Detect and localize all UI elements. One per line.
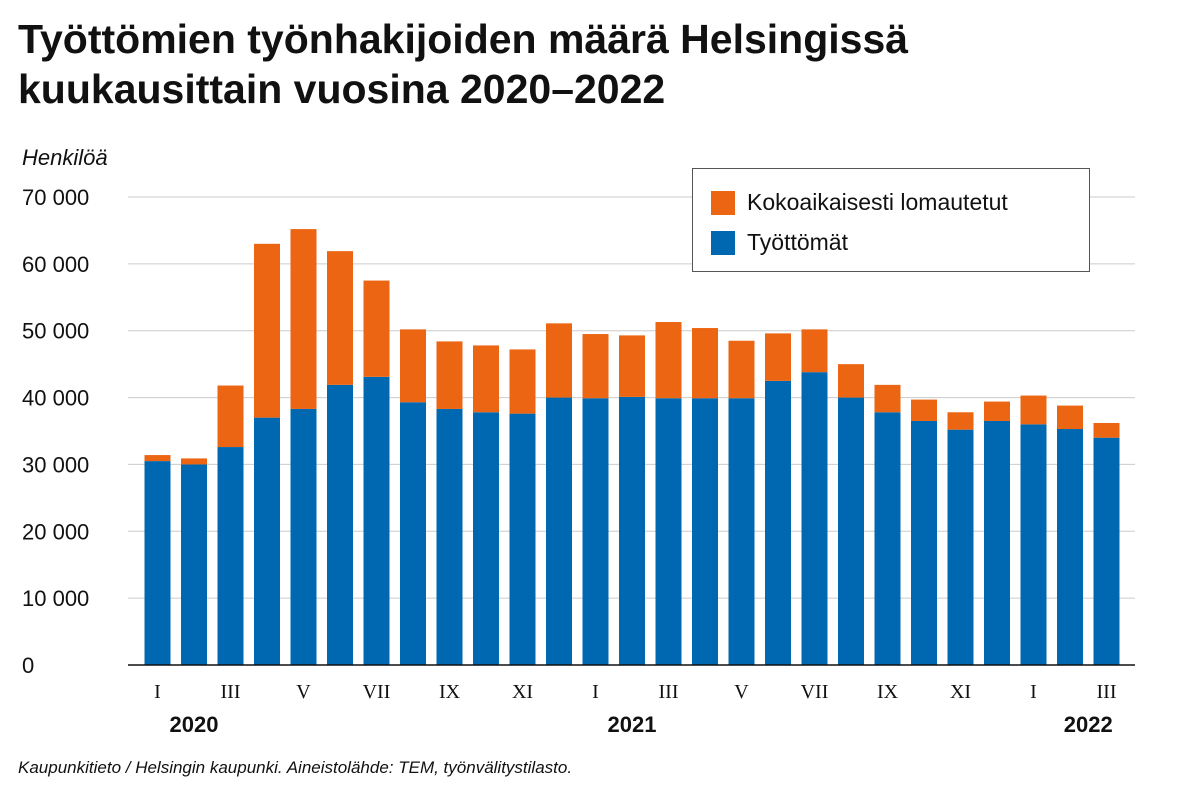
chart-title-line2: kuukausittain vuosina 2020–2022 xyxy=(18,66,666,112)
bar-segment-unemployed xyxy=(655,398,682,665)
bar-segment-unemployed xyxy=(619,396,645,665)
y-tick-label: 20 000 xyxy=(22,519,89,544)
x-tick-label: V xyxy=(734,681,749,703)
bar-segment-unemployed xyxy=(473,412,499,665)
bar-segment-laid-off xyxy=(765,333,791,381)
legend: Kokoaikaisesti lomautetut Työttömät xyxy=(692,168,1090,272)
x-tick-label: III xyxy=(659,681,679,703)
bar-segment-unemployed xyxy=(582,398,609,665)
bar-segment-laid-off xyxy=(181,458,207,465)
legend-swatch-laid-off xyxy=(711,190,735,215)
x-tick-label: I xyxy=(1030,681,1037,703)
y-axis-label: Henkilöä xyxy=(22,145,108,170)
bar-segment-unemployed xyxy=(254,417,280,665)
bar-segment-unemployed xyxy=(1093,437,1120,665)
bar-segment-laid-off xyxy=(400,329,426,403)
bar-segment-unemployed xyxy=(984,420,1010,665)
bar-segment-unemployed xyxy=(546,397,572,665)
bar-segment-unemployed xyxy=(838,397,864,665)
bar-segment-laid-off xyxy=(619,335,645,397)
bar-segment-unemployed xyxy=(144,461,171,665)
x-tick-label: I xyxy=(154,681,161,703)
bar-segment-laid-off xyxy=(546,323,572,398)
x-tick-label: III xyxy=(1097,681,1117,703)
y-tick-label: 70 000 xyxy=(22,185,89,210)
bar-segment-unemployed xyxy=(801,372,828,665)
x-tick-label: I xyxy=(592,681,599,703)
bar-segment-unemployed xyxy=(1020,424,1047,665)
bar-segment-laid-off xyxy=(692,328,718,399)
y-tick-label: 10 000 xyxy=(22,586,89,611)
bar-segment-unemployed xyxy=(765,380,791,665)
bar-segment-laid-off xyxy=(1093,422,1120,438)
x-tick-label: III xyxy=(221,681,241,703)
bar-segment-laid-off xyxy=(911,399,937,421)
x-year-label: 2021 xyxy=(608,712,657,737)
bar-segment-unemployed xyxy=(911,420,937,665)
legend-swatch-unemployed xyxy=(711,230,735,255)
bar-segment-laid-off xyxy=(436,341,463,409)
bar-segment-unemployed xyxy=(217,447,244,665)
bar-segment-laid-off xyxy=(947,412,974,430)
legend-item-unemployed: Työttömät xyxy=(711,229,848,256)
y-tick-label: 60 000 xyxy=(22,252,89,277)
bar-segment-laid-off xyxy=(144,455,171,462)
y-tick-label: 40 000 xyxy=(22,386,89,411)
bar-segment-laid-off xyxy=(655,322,682,399)
bar-segment-unemployed xyxy=(947,429,974,665)
bar-segment-laid-off xyxy=(217,385,244,448)
bar-segment-laid-off xyxy=(728,340,755,399)
x-year-label: 2022 xyxy=(1064,712,1113,737)
y-tick-label: 50 000 xyxy=(22,319,89,344)
x-tick-label: V xyxy=(296,681,311,703)
bar-segment-unemployed xyxy=(327,384,353,665)
bar-segment-laid-off xyxy=(290,229,317,409)
bar-segment-unemployed xyxy=(874,412,901,665)
bar-segment-laid-off xyxy=(254,243,280,418)
bar-segment-laid-off xyxy=(801,329,828,373)
bar-segment-laid-off xyxy=(473,345,499,413)
bar-segment-laid-off xyxy=(582,334,609,399)
bar-segment-unemployed xyxy=(728,398,755,665)
bar-segment-unemployed xyxy=(181,464,207,665)
x-tick-label: IX xyxy=(439,681,461,703)
x-year-label: 2020 xyxy=(170,712,219,737)
source-note: Kaupunkitieto / Helsingin kaupunki. Aine… xyxy=(18,758,573,777)
bar-segment-unemployed xyxy=(290,408,317,665)
bar-segment-unemployed xyxy=(363,376,390,665)
bar-segment-laid-off xyxy=(1020,395,1047,425)
bar-segment-laid-off xyxy=(984,401,1010,421)
legend-item-laid-off: Kokoaikaisesti lomautetut xyxy=(711,189,1008,216)
y-tick-label: 0 xyxy=(22,653,34,678)
x-tick-label: VII xyxy=(363,681,391,703)
bar-segment-unemployed xyxy=(400,402,426,665)
bar-segment-laid-off xyxy=(363,280,390,377)
x-tick-label: XI xyxy=(512,681,533,703)
legend-label-laid-off: Kokoaikaisesti lomautetut xyxy=(747,189,1008,215)
bar-segment-unemployed xyxy=(692,398,718,665)
x-tick-label: VII xyxy=(801,681,829,703)
bar-segment-laid-off xyxy=(838,364,864,398)
y-tick-label: 30 000 xyxy=(22,452,89,477)
x-tick-label: XI xyxy=(950,681,971,703)
chart-title: Työttömien työnhakijoiden määrä Helsingi… xyxy=(18,14,908,114)
bar-segment-laid-off xyxy=(509,349,536,414)
bar-segment-laid-off xyxy=(874,384,901,413)
bar-segment-laid-off xyxy=(1057,405,1083,429)
bar-segment-unemployed xyxy=(436,408,463,665)
bar-segment-unemployed xyxy=(509,413,536,665)
x-tick-label: IX xyxy=(877,681,899,703)
chart-title-line1: Työttömien työnhakijoiden määrä Helsingi… xyxy=(18,16,909,62)
bar-segment-laid-off xyxy=(327,251,353,385)
legend-label-unemployed: Työttömät xyxy=(747,229,848,255)
bar-segment-unemployed xyxy=(1057,428,1083,665)
